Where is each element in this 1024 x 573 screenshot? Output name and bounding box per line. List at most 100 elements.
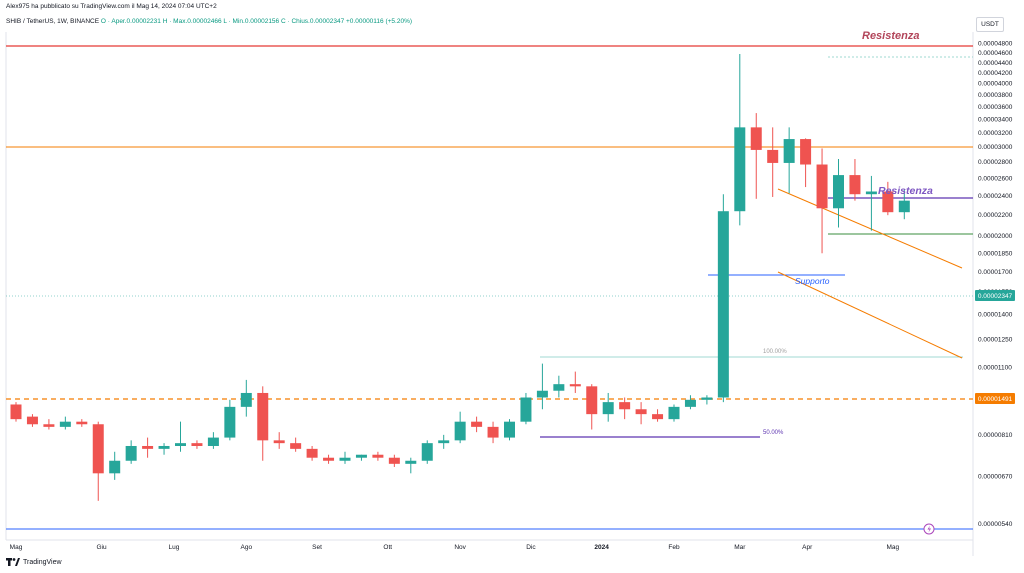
- footer-branding: TradingView: [6, 558, 62, 566]
- support-price-label: 0.00001491: [978, 396, 1013, 403]
- y-tick-label: 0.00003800: [978, 92, 1013, 99]
- candle-body: [767, 149, 779, 163]
- candle-body: [569, 384, 581, 387]
- candle-body: [92, 424, 104, 474]
- resistenza-top-label: Resistenza: [862, 30, 919, 42]
- candle-body: [76, 421, 88, 425]
- current-price-badge: [975, 290, 1015, 301]
- y-tick-label: 0.00001100: [978, 365, 1012, 372]
- y-tick-label: 0.00003600: [978, 104, 1013, 111]
- tradingview-brand: TradingView: [23, 558, 62, 566]
- candle-body: [438, 440, 450, 444]
- y-tick-label: 0.00003200: [978, 130, 1013, 137]
- candle-body: [240, 392, 252, 407]
- lightning-glyph: [927, 525, 931, 533]
- channel-upper-line: [777, 188, 963, 269]
- publisher-text: Alex975 ha pubblicato su TradingView.com…: [6, 3, 217, 10]
- candle-body: [734, 127, 746, 212]
- y-tick-label: 0.00002600: [978, 175, 1013, 182]
- y-tick-label: 0.00001250: [978, 336, 1013, 343]
- y-tick-label: 0.00002200: [978, 212, 1013, 219]
- y-tick-label: 0.00004000: [978, 81, 1013, 88]
- symbol-info: SHIB / TetherUS, 1W, BINANCE O · Aper.0.…: [6, 18, 412, 25]
- candle-body: [898, 200, 910, 213]
- channel-lower-line: [777, 271, 963, 359]
- y-tick-label: 0.00003000: [978, 144, 1013, 151]
- candle-body: [273, 440, 285, 444]
- y-tick-label: 0.00004200: [978, 70, 1013, 77]
- y-tick-label: 0.00002400: [978, 193, 1013, 200]
- candle-body: [355, 454, 367, 458]
- y-tick-label: 0.00001700: [978, 269, 1013, 276]
- candle-body: [520, 397, 532, 422]
- x-tick-label: Set: [312, 544, 322, 551]
- y-tick-label: 0.00000810: [978, 432, 1013, 439]
- currency-unit-button[interactable]: USDT: [976, 17, 1004, 32]
- candle-body: [224, 406, 236, 438]
- y-tick-label: 0.00000670: [978, 474, 1013, 481]
- y-tick-label: 0.00002000: [978, 233, 1013, 240]
- candle-body: [43, 424, 55, 427]
- fib-100-label: 100.00%: [763, 349, 787, 355]
- fib-50-label: 50.00%: [763, 430, 784, 436]
- candle-body: [800, 139, 812, 165]
- candle-body: [833, 175, 844, 209]
- candle-body: [717, 211, 729, 398]
- candle-body: [257, 392, 269, 441]
- candle-body: [471, 421, 483, 427]
- candle-body: [323, 457, 335, 461]
- x-tick-label: Dic: [526, 544, 536, 551]
- y-tick-label: 0.00003400: [978, 116, 1013, 123]
- candle-body: [865, 191, 877, 195]
- resistenza-mid-label: Resistenza: [878, 185, 933, 197]
- y-tick-label: 0.00004800: [978, 41, 1013, 48]
- candle-body: [109, 460, 121, 474]
- y-tick-label: 0.00001400: [978, 312, 1013, 319]
- candle-body: [586, 386, 598, 415]
- candle-body: [487, 426, 499, 438]
- x-tick-label: Ago: [241, 544, 253, 551]
- y-tick-label: 0.00001850: [978, 250, 1013, 257]
- x-tick-label: Mag: [10, 544, 23, 551]
- candle-body: [553, 384, 565, 391]
- candle-body: [207, 437, 219, 446]
- candle-body: [602, 402, 614, 415]
- candle-body: [750, 127, 762, 150]
- candle-body: [175, 443, 186, 446]
- candle-body: [158, 445, 170, 449]
- symbol-label[interactable]: SHIB / TetherUS, 1W, BINANCE: [6, 18, 100, 25]
- candle-body: [849, 175, 861, 195]
- candle-body: [59, 421, 71, 427]
- candle-body: [668, 406, 680, 420]
- supporto-label: Supporto: [795, 276, 830, 286]
- x-tick-label: Apr: [802, 544, 813, 551]
- candle-body: [783, 139, 795, 163]
- candle-body: [388, 457, 400, 464]
- candle-body: [372, 454, 384, 458]
- current-price-label: 0.00002347: [978, 293, 1013, 300]
- candle-body: [684, 399, 696, 407]
- x-tick-label: Feb: [668, 544, 680, 551]
- candle-body: [536, 390, 548, 398]
- y-tick-label: 0.00004600: [978, 50, 1013, 57]
- candle-body: [816, 164, 828, 209]
- candle-body: [339, 457, 351, 461]
- candle-body: [454, 421, 466, 441]
- x-tick-label: 2024: [594, 544, 609, 551]
- candle-body: [306, 448, 318, 458]
- candle-body: [635, 409, 647, 415]
- x-tick-label: Mag: [886, 544, 899, 551]
- candle-body: [504, 421, 515, 438]
- x-tick-label: Mar: [734, 544, 746, 551]
- x-tick-label: Nov: [454, 544, 466, 551]
- tradingview-logo-icon: [6, 558, 20, 566]
- x-tick-label: Giu: [96, 544, 107, 551]
- y-tick-label: 0.00002800: [978, 159, 1013, 166]
- y-tick-label: 0.00004400: [978, 60, 1013, 67]
- x-tick-label: Lug: [168, 544, 179, 551]
- ohlc-values: O · Aper.0.00002231 H · Max.0.00002466 L…: [100, 18, 413, 25]
- candle-body: [619, 402, 631, 410]
- support-price-badge: [975, 393, 1015, 404]
- candle-body: [652, 414, 664, 420]
